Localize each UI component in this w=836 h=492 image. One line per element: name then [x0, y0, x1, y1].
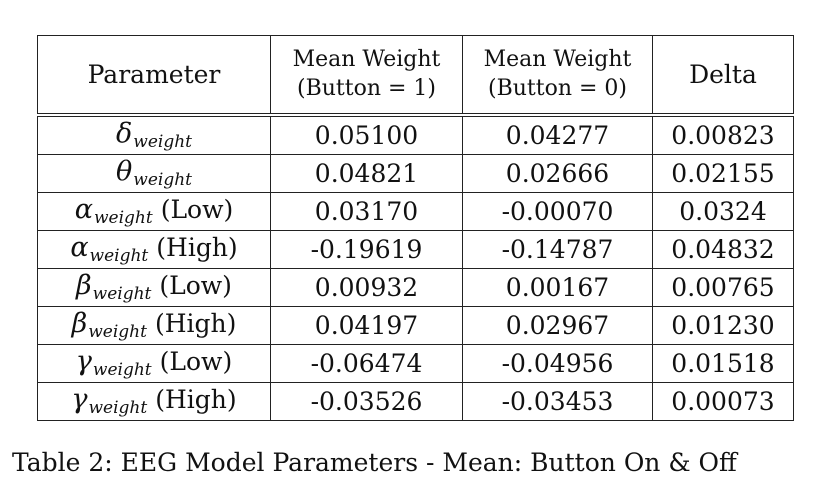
mean-weight-button-0-cell: -0.00070	[462, 192, 653, 231]
header-delta: Delta	[652, 35, 794, 116]
delta-cell: 0.00823	[652, 113, 794, 155]
table-row: θweight 0.04821 0.02666 0.02155	[37, 154, 794, 193]
mean-weight-button-0-cell: -0.14787	[462, 230, 653, 269]
parameter-subscript: weight	[133, 170, 192, 190]
parameter-symbol: β	[71, 308, 88, 339]
parameter-subscript: weight	[89, 246, 149, 266]
header-mean-weight-button-1: Mean Weight (Button = 1)	[270, 35, 463, 116]
header-row: Parameter Mean Weight (Button = 1) Mean …	[37, 35, 794, 116]
parameter-cell: αweight (Low)	[37, 192, 271, 231]
table-body: δweight 0.05100 0.04277 0.00823 θweight 0.048…	[37, 113, 794, 421]
mean-weight-button-0-cell: -0.03453	[462, 382, 653, 421]
table-row: βweight (Low) 0.00932 0.00167 0.00765	[37, 268, 794, 307]
parameter-qualifier: (High)	[156, 233, 238, 262]
delta-cell: 0.00765	[652, 268, 794, 307]
parameter-qualifier: (High)	[154, 309, 237, 338]
delta-cell: 0.01230	[652, 306, 794, 345]
parameter-cell: αweight (High)	[37, 230, 271, 269]
table-header: Parameter Mean Weight (Button = 1) Mean …	[37, 35, 794, 116]
header-mean-weight-button-1-line-1: Mean Weight	[292, 46, 441, 72]
parameter-cell: βweight (Low)	[37, 268, 271, 307]
delta-cell: 0.02155	[652, 154, 794, 193]
parameter-qualifier: (Low)	[159, 271, 232, 300]
header-mean-weight-button-0-line-1: Mean Weight	[483, 46, 632, 72]
mean-weight-button-0-cell: 0.04277	[462, 113, 653, 155]
parameter-symbol: θ	[116, 156, 133, 187]
parameter-qualifier: (High)	[155, 385, 237, 414]
parameter-symbol: β	[76, 270, 92, 301]
parameter-cell: βweight (High)	[37, 306, 271, 345]
parameter-cell: δweight	[37, 113, 271, 155]
parameter-cell: γweight (Low)	[37, 344, 271, 383]
header-mean-weight-button-1-line-2: (Button = 1)	[296, 75, 436, 101]
mean-weight-button-0-cell: 0.02666	[462, 154, 653, 193]
parameter-subscript: weight	[88, 322, 147, 342]
mean-weight-button-1-cell: 0.04821	[270, 154, 463, 193]
mean-weight-button-1-cell: 0.04197	[270, 306, 463, 345]
parameter-subscript: weight	[92, 284, 152, 304]
header-mean-weight-button-0: Mean Weight (Button = 0)	[462, 35, 653, 116]
table-caption: Table 2: EEG Model Parameters - Mean: Bu…	[12, 448, 737, 477]
parameter-subscript: weight	[133, 132, 192, 152]
delta-cell: 0.00073	[652, 382, 794, 421]
parameter-qualifier: (Low)	[159, 347, 233, 376]
header-parameter: Parameter	[37, 35, 271, 116]
table-row: βweight (High) 0.04197 0.02967 0.01230	[37, 306, 794, 345]
mean-weight-button-1-cell: -0.03526	[270, 382, 463, 421]
parameter-cell: θweight	[37, 154, 271, 193]
header-parameter-label: Parameter	[87, 60, 221, 89]
delta-cell: 0.04832	[652, 230, 794, 269]
mean-weight-button-1-cell: 0.03170	[270, 192, 463, 231]
table-row: γweight (Low) -0.06474 -0.04956 0.01518	[37, 344, 794, 383]
mean-weight-button-1-cell: 0.00932	[270, 268, 463, 307]
delta-cell: 0.0324	[652, 192, 794, 231]
parameter-symbol: δ	[116, 118, 133, 149]
parameters-table: Parameter Mean Weight (Button = 1) Mean …	[37, 35, 794, 421]
parameter-subscript: weight	[92, 360, 152, 380]
mean-weight-button-1-cell: -0.06474	[270, 344, 463, 383]
table-row: αweight (High) -0.19619 -0.14787 0.04832	[37, 230, 794, 269]
table-row: γweight (High) -0.03526 -0.03453 0.00073	[37, 382, 794, 421]
table-row: δweight 0.05100 0.04277 0.00823	[37, 113, 794, 155]
parameter-subscript: weight	[93, 208, 153, 228]
table-row: αweight (Low) 0.03170 -0.00070 0.0324	[37, 192, 794, 231]
delta-cell: 0.01518	[652, 344, 794, 383]
mean-weight-button-0-cell: 0.00167	[462, 268, 653, 307]
mean-weight-button-1-cell: -0.19619	[270, 230, 463, 269]
mean-weight-button-0-cell: 0.02967	[462, 306, 653, 345]
parameter-cell: γweight (High)	[37, 382, 271, 421]
mean-weight-button-1-cell: 0.05100	[270, 113, 463, 155]
parameter-qualifier: (Low)	[160, 195, 234, 224]
header-mean-weight-button-0-line-2: (Button = 0)	[487, 75, 627, 101]
parameter-symbol: γ	[75, 346, 92, 377]
parameter-symbol: α	[70, 232, 89, 263]
header-delta-label: Delta	[689, 60, 757, 89]
mean-weight-button-0-cell: -0.04956	[462, 344, 653, 383]
parameter-symbol: γ	[71, 384, 88, 415]
parameter-subscript: weight	[88, 398, 148, 418]
parameter-symbol: α	[74, 194, 93, 225]
